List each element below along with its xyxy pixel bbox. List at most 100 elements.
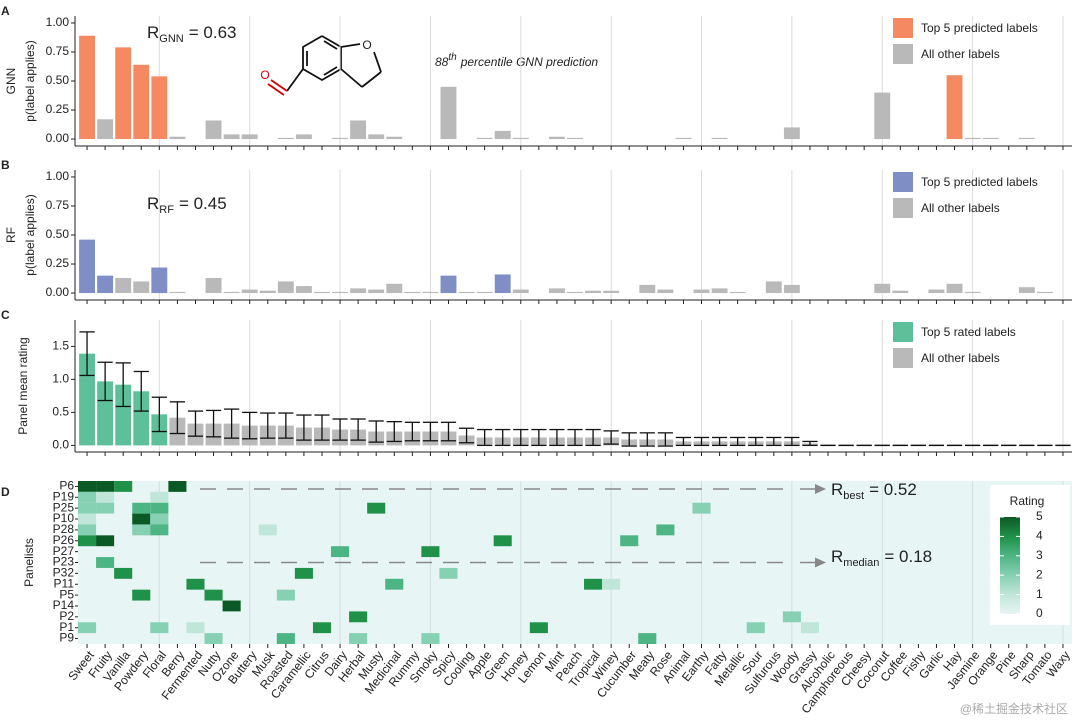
y-axis-label: p(label applies) bbox=[23, 40, 37, 121]
panel-label: D bbox=[1, 485, 10, 499]
bar bbox=[675, 137, 692, 140]
ann-symbol: R bbox=[831, 480, 843, 499]
heatmap-cell bbox=[96, 491, 115, 503]
ann-symbol: R bbox=[147, 194, 159, 213]
watermark: @稀土掘金技术社区 bbox=[960, 701, 1068, 716]
legend-swatch bbox=[893, 172, 913, 192]
y-tick-label: 0.75 bbox=[46, 198, 70, 212]
ann-text: = 0.52 bbox=[869, 480, 917, 499]
heatmap-cell bbox=[78, 513, 97, 525]
bar bbox=[151, 76, 168, 140]
ann-sub: GNN bbox=[159, 33, 184, 45]
bar bbox=[874, 283, 891, 294]
ann-text: percentile GNN prediction bbox=[460, 55, 599, 69]
y-tick-label: 0.25 bbox=[46, 256, 70, 270]
legend-label: All other labels bbox=[921, 47, 1000, 61]
bar bbox=[729, 291, 746, 294]
y-tick-label: 0.50 bbox=[46, 227, 70, 241]
annotation: Rbest = 0.52 bbox=[831, 480, 917, 501]
error-bar bbox=[585, 428, 601, 447]
bar bbox=[512, 289, 529, 294]
bar bbox=[946, 283, 963, 294]
bar bbox=[476, 137, 493, 140]
ann-text: 88 bbox=[435, 55, 449, 69]
heatmap-cell bbox=[276, 589, 295, 601]
colorbar bbox=[1000, 517, 1020, 614]
legend-label: Top 5 rated labels bbox=[921, 325, 1016, 339]
bond bbox=[270, 79, 288, 92]
bar bbox=[259, 290, 276, 294]
bar bbox=[964, 291, 981, 294]
colorbar-tick-label: 3 bbox=[1036, 548, 1043, 562]
row-label: P28 bbox=[53, 522, 75, 536]
y-tick-label: 0.50 bbox=[46, 73, 70, 87]
error-bar bbox=[151, 396, 167, 433]
heatmap-cell bbox=[620, 535, 639, 547]
annotation: RRF = 0.45 bbox=[147, 194, 227, 215]
bar bbox=[205, 277, 222, 294]
bar bbox=[458, 291, 475, 294]
heatmap-cell bbox=[421, 633, 440, 644]
heatmap-cell bbox=[150, 524, 169, 536]
bar bbox=[422, 291, 439, 294]
bar bbox=[567, 137, 583, 140]
legend-swatch bbox=[893, 18, 913, 38]
bar bbox=[115, 47, 132, 140]
bar bbox=[711, 137, 728, 140]
bar bbox=[440, 275, 457, 294]
heatmap-cell bbox=[584, 578, 603, 590]
bar bbox=[1018, 287, 1035, 294]
error-bar bbox=[657, 432, 673, 447]
ann-sub: median bbox=[843, 557, 879, 569]
y-axis-label: p(label applies) bbox=[23, 194, 37, 275]
heatmap-cell bbox=[78, 491, 97, 503]
bar bbox=[295, 134, 312, 140]
heatmap-cell bbox=[78, 622, 97, 634]
bar bbox=[494, 274, 511, 294]
bar bbox=[277, 281, 294, 294]
error-bar bbox=[730, 436, 746, 447]
heatmap-cell bbox=[204, 589, 223, 601]
heatmap-cell bbox=[186, 622, 205, 634]
heatmap-cell bbox=[312, 622, 332, 634]
ann-symbol: R bbox=[831, 547, 843, 566]
row-label: P14 bbox=[53, 598, 75, 612]
bar bbox=[783, 284, 800, 294]
legend-swatch bbox=[893, 322, 913, 342]
bar bbox=[928, 289, 945, 294]
bar bbox=[97, 275, 114, 294]
arrow-head bbox=[815, 484, 826, 494]
double-bond bbox=[323, 40, 338, 50]
bar bbox=[494, 130, 511, 140]
colorbar-tick-label: 5 bbox=[1036, 509, 1043, 523]
error-bar bbox=[404, 421, 420, 442]
ann-text: = 0.45 bbox=[179, 194, 227, 213]
heatmap-cell bbox=[96, 481, 115, 492]
bar bbox=[440, 86, 457, 140]
bar bbox=[151, 267, 168, 294]
error-bar bbox=[296, 414, 312, 441]
error-bar bbox=[513, 428, 529, 447]
bar bbox=[657, 289, 674, 294]
heatmap-cell bbox=[78, 502, 97, 514]
error-bar bbox=[711, 436, 728, 447]
bar bbox=[585, 290, 602, 294]
heatmap-cell bbox=[132, 524, 151, 536]
colorbar-tick-label: 4 bbox=[1036, 529, 1043, 543]
error-bar bbox=[477, 428, 493, 447]
colorbar-tick-label: 1 bbox=[1036, 587, 1043, 601]
bar bbox=[133, 391, 150, 446]
row-label: P6 bbox=[59, 479, 74, 493]
error-bar bbox=[260, 412, 276, 439]
heatmap-cell bbox=[529, 622, 548, 634]
ann-sub: best bbox=[843, 490, 864, 502]
row-label: P10 bbox=[53, 511, 75, 525]
heatmap-cell bbox=[150, 491, 169, 503]
bar bbox=[765, 281, 782, 294]
bar bbox=[476, 291, 493, 294]
row-label: P23 bbox=[53, 555, 75, 569]
heatmap-cell bbox=[96, 535, 115, 547]
row-label: P25 bbox=[53, 500, 75, 514]
y-tick-label: 0.25 bbox=[46, 102, 70, 116]
colorbar-title: Rating bbox=[1010, 494, 1045, 508]
